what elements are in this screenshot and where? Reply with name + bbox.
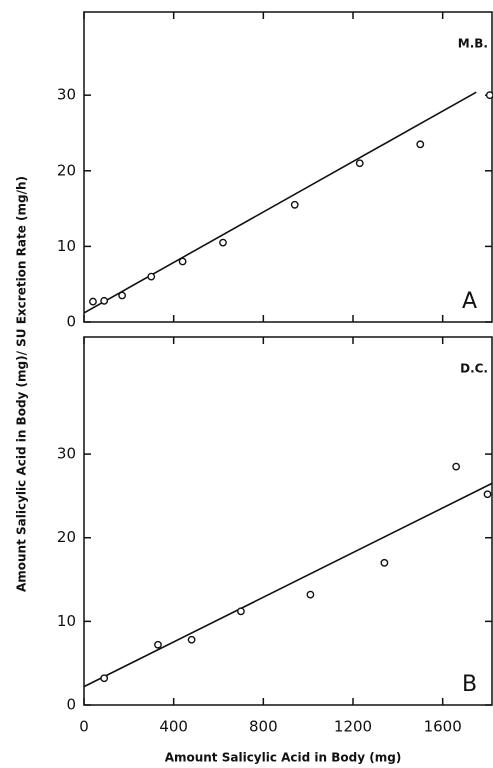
data-point: [219, 238, 227, 247]
panel-name: D.C.: [460, 362, 488, 376]
y-tick-label: 0: [66, 696, 76, 714]
data-point: [89, 297, 97, 306]
data-point: [154, 640, 162, 649]
panel-letter: B: [462, 672, 477, 697]
data-point: [416, 140, 425, 149]
fit-line: [83, 482, 493, 688]
panel-name: M.B.: [458, 37, 488, 51]
x-tick-label: 1600: [424, 718, 462, 736]
data-point: [483, 490, 492, 499]
plot-frame: [83, 336, 493, 706]
panel-letter: A: [462, 289, 477, 314]
y-tick-label: 0: [66, 313, 76, 331]
y-tick-label: 30: [57, 445, 76, 463]
x-axis-label: Amount Salicylic Acid in Body (mg): [165, 751, 402, 765]
y-axis-label: Amount Salicylic Acid in Body (mg)/ SU E…: [15, 176, 29, 592]
data-point: [355, 159, 364, 168]
x-tick-label: 800: [249, 718, 278, 736]
fit-line: [83, 91, 477, 314]
data-point: [118, 291, 127, 300]
y-tick-label: 20: [57, 528, 76, 546]
plot-frame: [83, 11, 493, 323]
x-tick-label: 1200: [334, 718, 372, 736]
y-tick-label: 30: [57, 86, 76, 104]
data-point: [147, 272, 156, 281]
data-point: [485, 91, 493, 100]
data-point: [187, 635, 196, 644]
data-point: [290, 200, 299, 209]
data-point: [237, 607, 245, 616]
y-tick-label: 20: [57, 161, 76, 179]
data-point: [380, 558, 389, 567]
data-point: [178, 257, 187, 266]
y-tick-label: 10: [57, 237, 76, 255]
x-tick-label: 400: [159, 718, 188, 736]
data-point: [306, 590, 315, 599]
data-point: [100, 674, 109, 683]
y-tick-label: 10: [57, 612, 76, 630]
data-point: [452, 462, 461, 471]
data-point: [100, 296, 109, 305]
x-tick-label: 0: [79, 718, 89, 736]
